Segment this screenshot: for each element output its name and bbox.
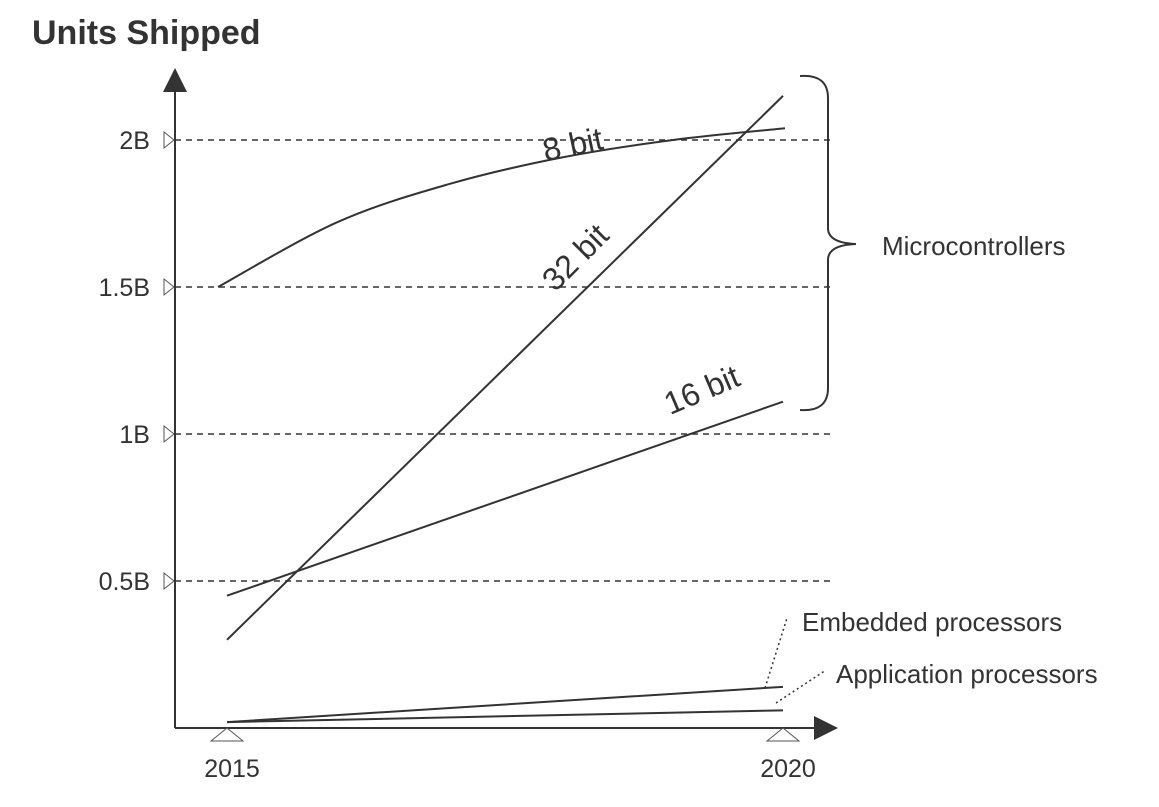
y-tick-marker [163,424,175,444]
series-label-16-bit: 16 bit [659,358,745,422]
series-label-8-bit: 8 bit [539,120,606,168]
chart-title: Units Shipped [32,14,261,52]
x-tick-marker [765,727,801,742]
y-tick-label: 1B [119,421,150,449]
y-tick-marker [163,571,175,591]
embedded-leader-line [764,617,788,689]
x-tick-label: 2020 [760,755,816,783]
application-leader-line [775,669,827,704]
series-labels: 8 bit 32 bit 16 bit Microcontrollers Embedde… [535,74,1098,704]
y-tick-label: 1.5B [99,274,150,302]
series-line-application-processors [226,709,784,724]
y-tick-label: 0.5B [99,568,150,596]
series-line-32-bit [226,95,784,641]
microcontrollers-brace [799,74,857,412]
series-line-16-bit [226,400,784,597]
series-line-embedded-processors [226,685,784,724]
microcontrollers-label: Microcontrollers [882,231,1066,261]
x-tick-marker [209,727,245,742]
x-tick-label: 2015 [204,755,260,783]
application-processors-label: Application processors [836,659,1098,689]
y-tick-label: 2B [119,127,150,155]
series-label-32-bit: 32 bit [535,217,616,298]
series-line-8-bit [217,127,786,288]
axes: 0.5B 1B 1.5B 2B 2015 2020 [99,68,838,783]
series-lines [217,95,786,724]
y-tick-marker [163,277,175,297]
embedded-processors-label: Embedded processors [802,607,1062,637]
y-tick-marker [163,130,175,150]
